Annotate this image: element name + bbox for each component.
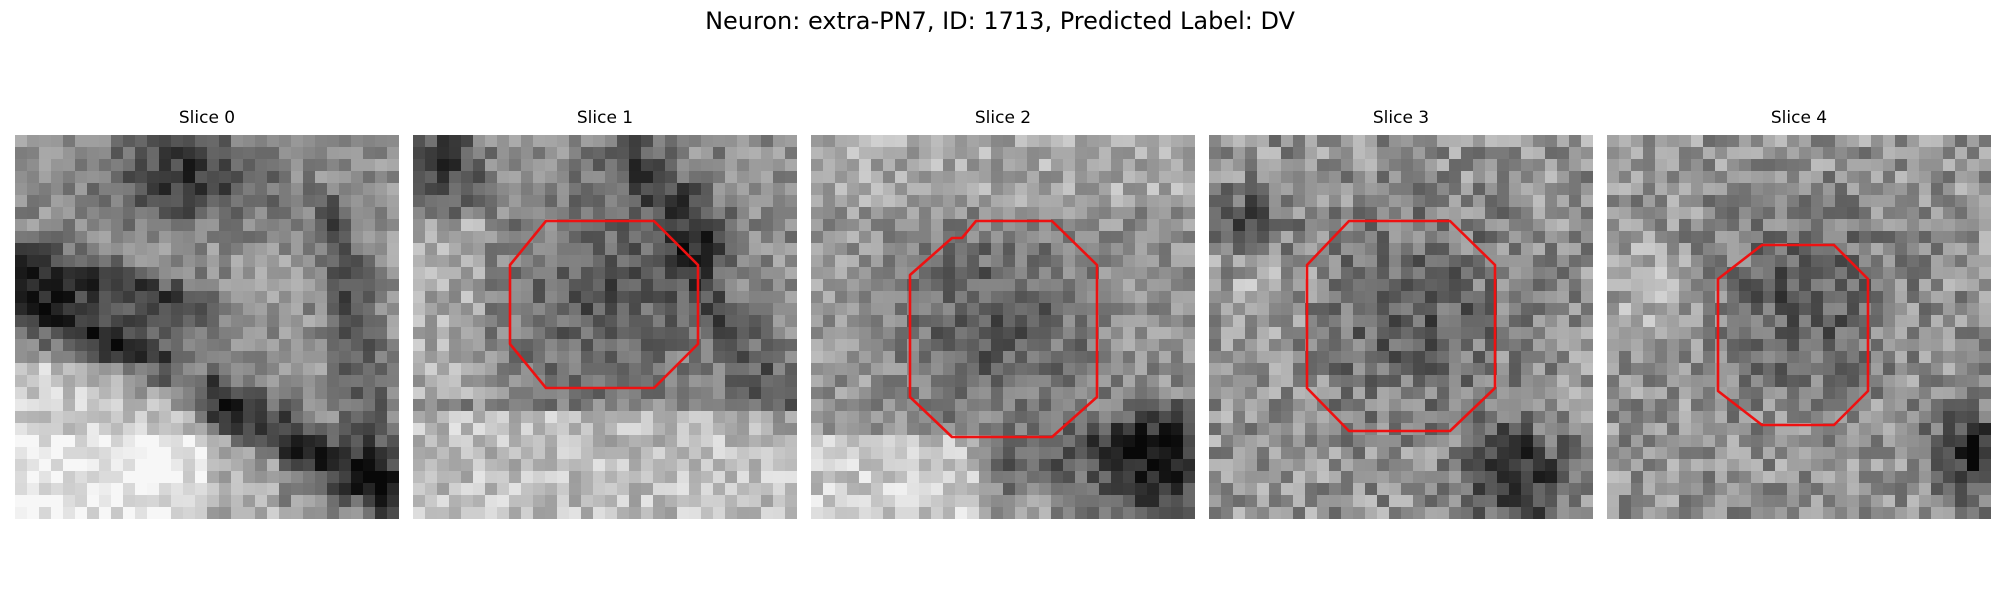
slice-pixels xyxy=(1607,135,1991,519)
slice-image xyxy=(413,135,797,519)
slice-title: Slice 0 xyxy=(178,108,236,128)
slice-title: Slice 4 xyxy=(1770,108,1828,128)
roi-contour xyxy=(508,219,700,390)
roi-contour xyxy=(1305,219,1497,433)
slice-pixels xyxy=(15,135,399,519)
roi-contour xyxy=(908,219,1099,439)
slice-title: Slice 2 xyxy=(974,108,1032,128)
slice-pixels xyxy=(1209,135,1593,519)
slice-image xyxy=(1607,135,1991,519)
slice-title: Slice 3 xyxy=(1372,108,1430,128)
slice-image xyxy=(1209,135,1593,519)
slice-title: Slice 1 xyxy=(576,108,634,128)
slice-image xyxy=(811,135,1195,519)
slice-pixels xyxy=(413,135,797,519)
roi-contour xyxy=(1716,243,1870,427)
figure-title: Neuron: extra-PN7, ID: 1713, Predicted L… xyxy=(705,7,1295,35)
slice-pixels xyxy=(811,135,1195,519)
slice-image xyxy=(15,135,399,519)
